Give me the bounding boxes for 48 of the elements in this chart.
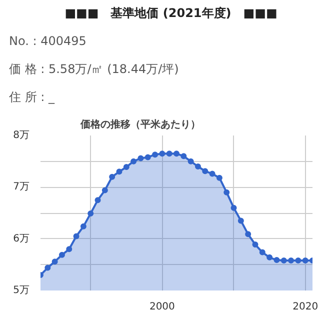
point	[238, 218, 244, 224]
point	[130, 158, 137, 164]
point	[73, 233, 80, 240]
point	[188, 158, 194, 164]
point	[266, 254, 273, 260]
text: 価 格 : 5.58万/㎡ (18.44万/坪)	[9, 61, 179, 78]
point	[209, 170, 216, 177]
point	[288, 258, 294, 264]
y-tick-label: 8万	[13, 130, 30, 141]
point	[66, 246, 72, 252]
text: No. : 400495	[9, 33, 86, 50]
point	[302, 258, 308, 264]
y-tick-label: 6万	[13, 233, 30, 244]
point	[159, 150, 166, 157]
x-tick-label: 2000	[149, 302, 175, 312]
point	[88, 210, 94, 217]
point	[259, 249, 266, 256]
point	[252, 242, 258, 248]
point	[245, 231, 252, 238]
point	[230, 204, 237, 211]
point	[194, 164, 201, 170]
point	[123, 164, 130, 170]
point	[138, 155, 144, 162]
point	[174, 150, 180, 157]
point	[216, 174, 222, 181]
chart-subtitle: 価格の推移（平米あたり）	[80, 118, 200, 130]
point	[166, 150, 172, 157]
point	[102, 187, 108, 194]
y-tick-label: 7万	[13, 182, 30, 193]
point	[295, 258, 302, 264]
point	[80, 223, 86, 230]
chart-title: ■■■ 基準地価 (2021年度) ■■■	[64, 5, 278, 22]
point	[58, 252, 65, 258]
point	[109, 174, 116, 180]
text: 住 所 : _	[9, 89, 54, 106]
point	[52, 258, 58, 265]
point	[144, 154, 151, 160]
point	[274, 257, 280, 264]
point	[44, 264, 51, 271]
point	[224, 189, 230, 196]
point	[116, 168, 122, 175]
point	[202, 168, 208, 174]
point	[280, 258, 287, 264]
point	[94, 197, 101, 204]
point	[180, 153, 187, 160]
y-tick-label: 5万	[13, 285, 30, 296]
x-tick-label: 2020	[292, 302, 318, 312]
point	[152, 152, 158, 158]
